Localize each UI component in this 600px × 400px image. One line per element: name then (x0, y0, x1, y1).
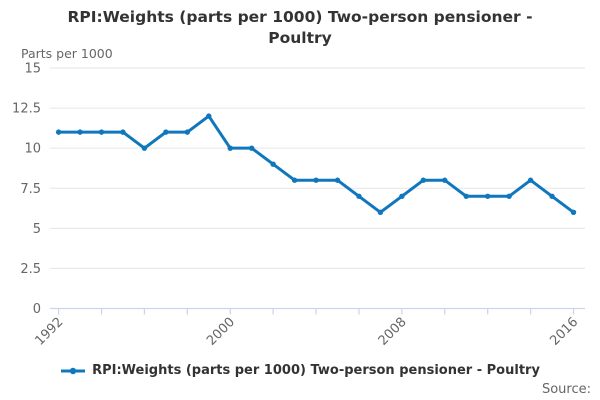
y-axis-tick-label: 2.5 (20, 262, 41, 277)
data-point-marker (291, 177, 298, 183)
data-point-marker (570, 209, 577, 215)
data-point-marker (184, 129, 191, 135)
data-point-marker (227, 145, 233, 151)
data-point-marker (463, 193, 469, 199)
series-line (57, 114, 575, 214)
data-point-marker (55, 129, 62, 135)
data-point-marker (399, 193, 405, 199)
data-point-marker (270, 161, 276, 167)
data-point-marker (356, 193, 362, 199)
x-axis-tick-label: 2008 (376, 315, 410, 349)
data-point-marker (334, 177, 341, 183)
y-axis-tick-label: 7.5 (20, 182, 41, 197)
y-axis-tick-label: 12.5 (12, 102, 41, 117)
chart-title: RPI:Weights (parts per 1000) Two-person … (67, 8, 533, 47)
data-point-marker (120, 129, 126, 135)
data-point-marker (163, 129, 169, 135)
y-axis-tick-label: 15 (24, 62, 41, 77)
data-point-marker (77, 129, 83, 135)
line-chart-plot-area: 0 2.5 5 7.5 10 12.5 15 1992 2000 2008 2016 (12, 62, 585, 349)
x-axis-tick-label: 2016 (547, 315, 581, 349)
data-point-marker (420, 177, 427, 183)
y-axis-tick-label: 0 (33, 302, 41, 317)
legend-line-marker (61, 367, 86, 374)
y-axis-tick-label: 10 (24, 142, 41, 157)
source-label: Source: (541, 382, 591, 397)
legend-item[interactable]: RPI:Weights (parts per 1000) Two-person … (0, 363, 600, 378)
data-point-marker (313, 177, 319, 183)
data-point-marker (549, 193, 555, 199)
data-point-marker (527, 177, 534, 183)
data-point-marker (442, 177, 448, 183)
data-point-marker (206, 113, 212, 119)
data-point-marker (141, 145, 148, 151)
y-axis-tick-label: 5 (33, 222, 41, 237)
data-point-marker (506, 193, 512, 199)
data-point-marker (248, 145, 255, 151)
y-axis-unit-label: Parts per 1000 (21, 46, 113, 61)
legend-label: RPI:Weights (parts per 1000) Two-person … (92, 363, 540, 378)
x-axis-tick-label: 2000 (204, 315, 238, 349)
data-point-marker (377, 209, 384, 215)
data-point-marker (98, 129, 105, 135)
data-point-marker (484, 193, 491, 199)
x-axis-tick-label: 1992 (32, 315, 66, 349)
